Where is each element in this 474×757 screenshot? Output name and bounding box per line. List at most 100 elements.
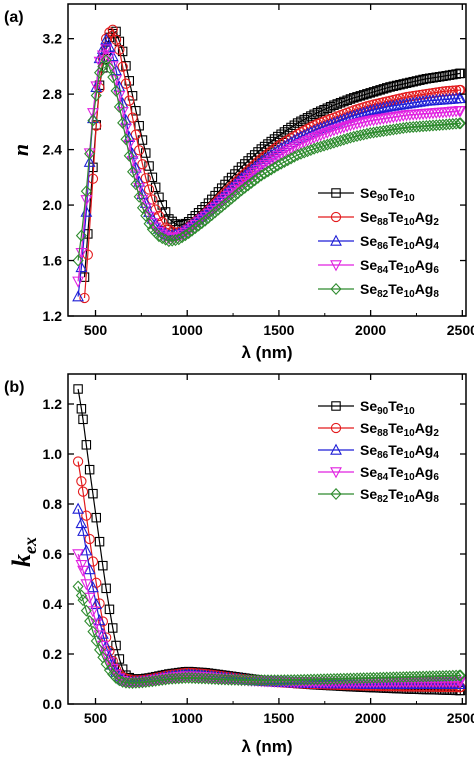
data-point-s5-71 bbox=[305, 144, 317, 157]
data-point-s4-88 bbox=[361, 116, 373, 128]
data-point-s4-72 bbox=[308, 133, 321, 145]
series-3 bbox=[72, 502, 466, 690]
data-point-s2-12 bbox=[117, 61, 128, 72]
legend-subscript: 8 bbox=[433, 494, 439, 505]
legend-element: Se bbox=[360, 464, 377, 480]
series-line-3 bbox=[77, 508, 461, 685]
legend-element: Se bbox=[360, 420, 377, 436]
data-point-s1-69 bbox=[306, 111, 316, 121]
y-tick-label-4: 2.4 bbox=[43, 142, 63, 158]
data-point-s5-74 bbox=[315, 140, 327, 153]
x-tick-label-1: 500 bbox=[84, 710, 108, 726]
data-point-s3-90 bbox=[367, 103, 380, 115]
legend-element: Se bbox=[360, 442, 377, 458]
x-tick-label-2: 1000 bbox=[172, 710, 203, 726]
data-point-s1-11 bbox=[104, 604, 115, 615]
legend-element: Te bbox=[388, 442, 404, 458]
legend-element: Te bbox=[388, 233, 404, 249]
data-point-s4-68 bbox=[295, 139, 307, 151]
data-point-s1-47 bbox=[233, 165, 243, 176]
data-point-s2-101 bbox=[411, 90, 422, 101]
data-point-s5-14 bbox=[117, 116, 129, 129]
data-point-s5-13 bbox=[110, 671, 122, 685]
data-point-s1-12 bbox=[108, 623, 118, 633]
data-point-s2-105 bbox=[424, 88, 435, 99]
data-point-s1-73 bbox=[319, 104, 329, 115]
data-point-s1-95 bbox=[391, 80, 402, 91]
data-point-s1-18 bbox=[137, 135, 148, 145]
data-point-s2-4 bbox=[81, 510, 92, 521]
data-point-s1-1 bbox=[73, 384, 83, 394]
legend: Se90Te10Se88Te10Ag2Se86Te10Ag4Se84Te10Ag… bbox=[318, 398, 439, 505]
data-point-s1-89 bbox=[372, 86, 382, 96]
legend-subscript: 10 bbox=[404, 193, 416, 204]
data-point-s5-14 bbox=[113, 674, 125, 687]
y-tick-label-2: 1.6 bbox=[43, 253, 63, 269]
data-point-s3-11 bbox=[106, 49, 119, 62]
x-tick-label-3: 1500 bbox=[263, 322, 294, 338]
legend-element: Ag bbox=[415, 233, 434, 249]
data-point-s5-52 bbox=[242, 179, 254, 192]
data-point-s1-98 bbox=[401, 78, 412, 88]
data-point-s1-110 bbox=[441, 70, 451, 81]
y-axis-title: kex bbox=[7, 537, 40, 567]
data-point-s1-100 bbox=[408, 76, 418, 87]
data-point-s5-45 bbox=[219, 198, 231, 211]
data-point-s5-54 bbox=[249, 174, 261, 187]
data-point-s5-39 bbox=[199, 214, 211, 227]
data-point-s1-22 bbox=[150, 182, 161, 193]
data-point-s4-62 bbox=[275, 149, 288, 161]
legend-subscript: 2 bbox=[433, 217, 439, 228]
data-point-s4-117 bbox=[454, 106, 466, 118]
data-point-s5-29 bbox=[166, 234, 178, 247]
x-tick-label-2: 1000 bbox=[172, 322, 203, 338]
data-point-s4-81 bbox=[337, 122, 350, 134]
data-point-s4-76 bbox=[321, 127, 334, 140]
data-point-s1-26 bbox=[164, 214, 174, 224]
legend-subscript: 10 bbox=[404, 472, 416, 483]
legend-subscript: 86 bbox=[377, 450, 389, 461]
data-point-s5-40 bbox=[202, 211, 215, 224]
legend-marker-4 bbox=[330, 467, 342, 479]
data-point-s5-16 bbox=[123, 149, 135, 162]
legend-subscript: 4 bbox=[433, 450, 439, 461]
data-point-s1-92 bbox=[382, 83, 392, 93]
data-point-s5-11 bbox=[107, 71, 119, 84]
legend-marker-4 bbox=[330, 260, 342, 272]
legend-subscript: 88 bbox=[377, 428, 389, 439]
data-point-s2-9 bbox=[97, 616, 108, 627]
data-point-s5-117 bbox=[454, 117, 466, 130]
data-point-s5-43 bbox=[212, 203, 224, 216]
data-point-s5-55 bbox=[252, 171, 264, 184]
series-5 bbox=[72, 580, 466, 689]
data-point-s2-108 bbox=[434, 86, 445, 98]
plot-area bbox=[72, 24, 466, 304]
data-point-s5-75 bbox=[318, 139, 330, 152]
data-point-s2-103 bbox=[417, 89, 429, 100]
data-point-s4-2 bbox=[75, 560, 88, 572]
data-point-s3-9 bbox=[100, 33, 113, 45]
data-point-s2-111 bbox=[444, 85, 455, 97]
data-point-s5-77 bbox=[325, 137, 337, 150]
data-point-s5-19 bbox=[133, 190, 145, 203]
data-point-s4-86 bbox=[354, 118, 367, 130]
data-point-s3-2 bbox=[75, 517, 88, 529]
data-point-s1-82 bbox=[349, 93, 359, 103]
legend-element: Te bbox=[388, 464, 404, 480]
data-point-s4-82 bbox=[341, 121, 354, 133]
data-point-s5-35 bbox=[186, 224, 198, 237]
data-point-s3-8 bbox=[93, 614, 106, 626]
data-point-s5-5 bbox=[87, 114, 99, 127]
data-point-s1-93 bbox=[385, 82, 395, 92]
data-point-s4-6 bbox=[90, 81, 103, 93]
data-point-s5-116 bbox=[453, 117, 465, 130]
data-point-s5-83 bbox=[344, 131, 357, 144]
data-point-s1-70 bbox=[309, 109, 319, 120]
data-point-s2-110 bbox=[441, 86, 452, 97]
data-point-s3-2 bbox=[75, 260, 88, 273]
data-point-s1-87 bbox=[365, 88, 376, 98]
data-point-s4-80 bbox=[334, 123, 347, 135]
